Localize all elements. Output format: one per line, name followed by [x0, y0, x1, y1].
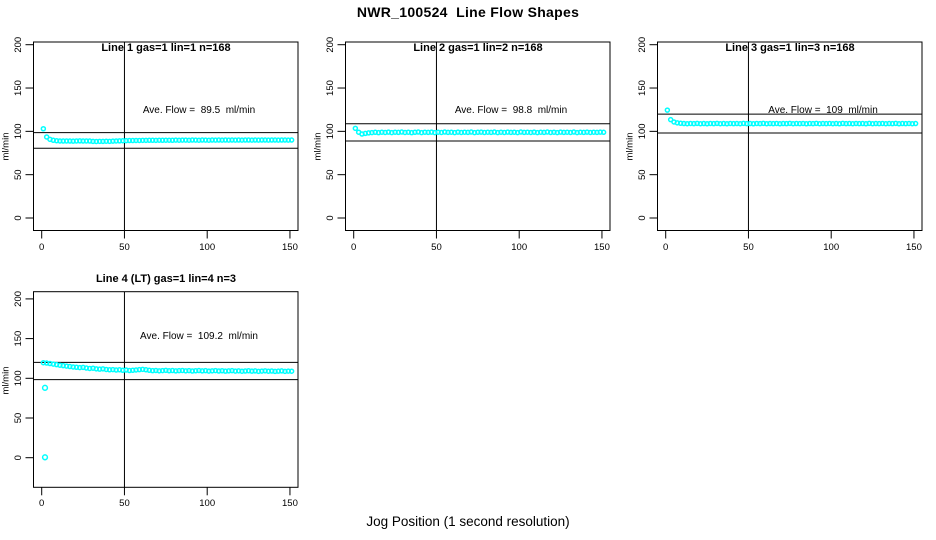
plot-box: [657, 41, 923, 231]
svg-text:0: 0: [13, 455, 24, 460]
y-axis-ticks: 0 50 100 150 200: [637, 37, 658, 221]
svg-text:100: 100: [199, 498, 215, 509]
svg-text:0: 0: [663, 242, 668, 253]
svg-text:100: 100: [637, 123, 648, 139]
subplot-line4-canvas: 0 50 100 150 200 0 50 100 150: [13, 291, 299, 509]
subplot-line3-ave-flow-label: Ave. Flow = 109 ml/min: [768, 105, 878, 116]
data-points: [352, 125, 607, 137]
svg-text:200: 200: [637, 37, 648, 53]
subplot-line1-canvas: 0 50 100 150 200 0 50 100 150: [13, 37, 299, 253]
data-points: [664, 107, 919, 127]
subplot-line3-title: Line 3 gas=1 lin=3 n=168: [725, 42, 855, 54]
svg-text:200: 200: [13, 37, 24, 53]
plot-box: [33, 291, 299, 488]
svg-text:50: 50: [637, 169, 648, 180]
svg-text:50: 50: [431, 242, 442, 253]
svg-text:100: 100: [13, 370, 24, 386]
subplot-line2-canvas: 0 50 100 150 200 0 50 100 150: [325, 37, 611, 253]
subplot-line2-title: Line 2 gas=1 lin=2 n=168: [413, 42, 543, 54]
svg-text:50: 50: [13, 413, 24, 424]
subplot-line1-ave-flow-label: Ave. Flow = 89.5 ml/min: [142, 105, 256, 116]
y-axis-ticks: 0 50 100 150 200: [13, 37, 34, 221]
subplot-line4-ave-flow-label: Ave. Flow = 109.2 ml/min: [140, 331, 258, 342]
x-axis-caption: Jog Position (1 second resolution): [366, 514, 570, 529]
svg-text:150: 150: [13, 80, 24, 96]
subplot-line1: Line 1 gas=1 lin=1 n=168 Ave. Flow = 89.…: [0, 18, 312, 288]
subplot-line2-ave-flow-label: Ave. Flow = 98.8 ml/min: [454, 105, 568, 116]
subplot-line1-title: Line 1 gas=1 lin=1 n=168: [101, 42, 231, 54]
plot-box: [33, 41, 299, 231]
svg-text:100: 100: [823, 242, 839, 253]
page-title: NWR_100524 Line Flow Shapes: [356, 4, 580, 20]
svg-text:150: 150: [282, 242, 298, 253]
svg-text:100: 100: [199, 242, 215, 253]
svg-text:150: 150: [282, 498, 298, 509]
subplot-line2: Line 2 gas=1 lin=2 n=168 Ave. Flow = 98.…: [312, 18, 624, 288]
subplot-line3: Line 3 gas=1 lin=3 n=168 Ave. Flow = 109…: [624, 18, 936, 288]
svg-text:100: 100: [13, 123, 24, 139]
y-axis-ticks: 0 50 100 150 200: [13, 291, 34, 460]
svg-text:150: 150: [594, 242, 610, 253]
svg-text:50: 50: [13, 169, 24, 180]
plot-box: [345, 41, 611, 231]
svg-text:50: 50: [119, 242, 130, 253]
data-points: [40, 126, 295, 145]
svg-text:150: 150: [13, 331, 24, 347]
svg-text:50: 50: [119, 498, 130, 509]
svg-text:0: 0: [351, 242, 356, 253]
subplot-line3-canvas: 0 50 100 150 200 0 50 100 150: [637, 37, 923, 253]
svg-text:0: 0: [39, 242, 44, 253]
svg-text:0: 0: [325, 215, 336, 220]
svg-text:0: 0: [13, 215, 24, 220]
subplot-line4-title: Line 4 (LT) gas=1 lin=4 n=3: [95, 273, 237, 285]
subplot-line4: Line 4 (LT) gas=1 lin=4 n=3 Ave. Flow = …: [0, 270, 312, 540]
svg-text:150: 150: [325, 80, 336, 96]
svg-text:200: 200: [13, 291, 24, 307]
svg-text:150: 150: [906, 242, 922, 253]
outlier-point: [41, 384, 49, 391]
outlier-point: [41, 454, 49, 461]
data-points: [40, 359, 295, 461]
x-axis-ticks: 0 50 100 150: [39, 230, 298, 253]
x-axis-ticks: 0 50 100 150: [39, 487, 298, 509]
svg-text:50: 50: [743, 242, 754, 253]
svg-text:100: 100: [325, 123, 336, 139]
svg-text:0: 0: [637, 215, 648, 220]
svg-text:100: 100: [511, 242, 527, 253]
y-axis-ticks: 0 50 100 150 200: [325, 37, 346, 221]
x-axis-ticks: 0 50 100 150: [663, 230, 922, 253]
svg-text:150: 150: [637, 80, 648, 96]
svg-text:0: 0: [39, 498, 44, 509]
svg-text:50: 50: [325, 169, 336, 180]
svg-text:200: 200: [325, 37, 336, 53]
x-axis-ticks: 0 50 100 150: [351, 230, 610, 253]
